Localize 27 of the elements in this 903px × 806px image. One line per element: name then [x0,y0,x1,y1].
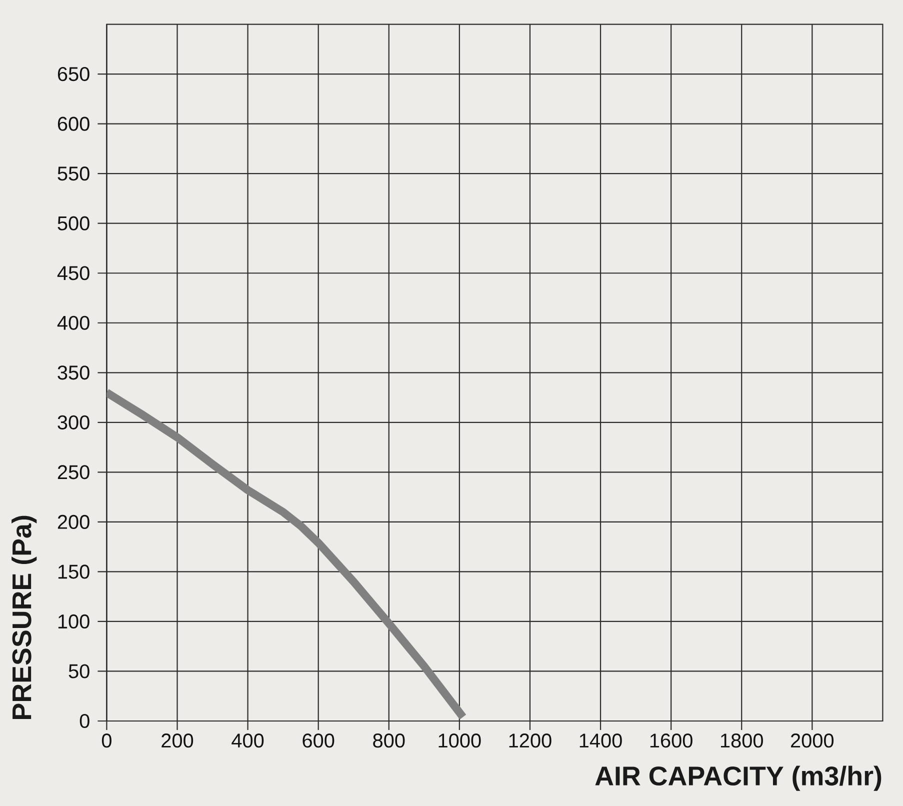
y-tick-label: 550 [58,166,90,181]
x-tick-label: 200 [162,734,194,748]
x-tick-label: 1600 [650,734,692,748]
y-axis-title: PRESSURE (Pa) [12,516,37,720]
x-tick-label: 800 [373,734,405,748]
x-axis-title: AIR CAPACITY (m3/hr) [595,766,882,791]
x-tick-label: 1200 [509,734,552,748]
x-tick-label: 1000 [438,734,481,748]
y-tick-label: 50 [68,664,90,678]
y-tick-label: 100 [58,614,90,629]
x-tick-label: 0 [102,734,112,748]
x-tick-label: 1400 [580,734,622,748]
y-tick-label: 650 [58,67,90,82]
y-tick-label: 600 [58,116,90,131]
y-tick-label: 350 [58,366,90,380]
x-tick-label: 400 [232,734,264,748]
y-tick-label: 500 [58,216,90,230]
y-tick-label: 450 [57,266,90,280]
y-tick-label: 400 [57,316,90,330]
x-tick-label: 600 [302,734,334,748]
y-tick-label: 0 [80,714,90,728]
y-tick-label: 250 [58,465,90,480]
y-tick-label: 200 [58,514,90,529]
y-tick-label: 150 [58,564,90,579]
x-tick-label: 1800 [720,734,763,748]
y-tick-label: 300 [58,415,90,430]
x-tick-label: 2000 [791,734,834,748]
